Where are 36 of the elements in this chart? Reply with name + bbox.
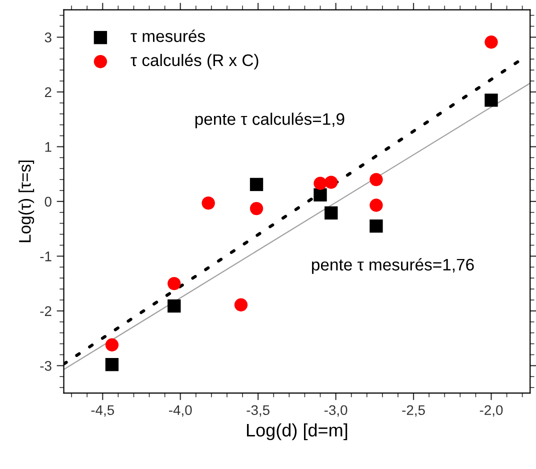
point (370, 172, 383, 186)
legend-label: τ mesurés (130, 30, 205, 42)
point (168, 299, 181, 313)
y-tick-label: 2 (44, 87, 52, 97)
point (314, 176, 327, 190)
y-tick-label: -1 (40, 252, 52, 262)
point (314, 188, 327, 202)
point (370, 219, 383, 233)
point (484, 94, 498, 107)
x-tick-label: -2,0 (480, 405, 503, 417)
point (250, 178, 264, 192)
point (324, 176, 338, 189)
point (324, 206, 338, 220)
y-axis-title: Log(τ) [τ=s] (18, 160, 34, 242)
point (250, 202, 264, 216)
x-tick-label: -3,0 (324, 405, 348, 417)
x-axis-title: Log(d) [d=m] (246, 423, 348, 440)
point (370, 198, 383, 212)
annotation: pente τ calculés=1,9 (195, 112, 344, 128)
y-tick-label: 1 (45, 142, 52, 152)
x-tick-label: -3,5 (246, 405, 270, 417)
point (168, 276, 181, 290)
point (105, 358, 119, 372)
y-tick-label: -3 (40, 360, 52, 371)
y-tick-label: -2 (40, 306, 52, 316)
point (202, 196, 215, 210)
y-tick-label: 3 (44, 32, 52, 42)
point (234, 298, 248, 312)
point (484, 36, 498, 49)
y-tick-label: 0 (44, 196, 52, 207)
point (105, 338, 119, 352)
x-tick-label: -4,0 (169, 405, 192, 417)
x-tick-label: -4,5 (91, 405, 114, 417)
legend-label: τ calculés (R x C) (130, 54, 258, 70)
annotation: pente τ mesurés=1,76 (312, 258, 474, 274)
x-tick-label: -2,5 (402, 405, 425, 417)
